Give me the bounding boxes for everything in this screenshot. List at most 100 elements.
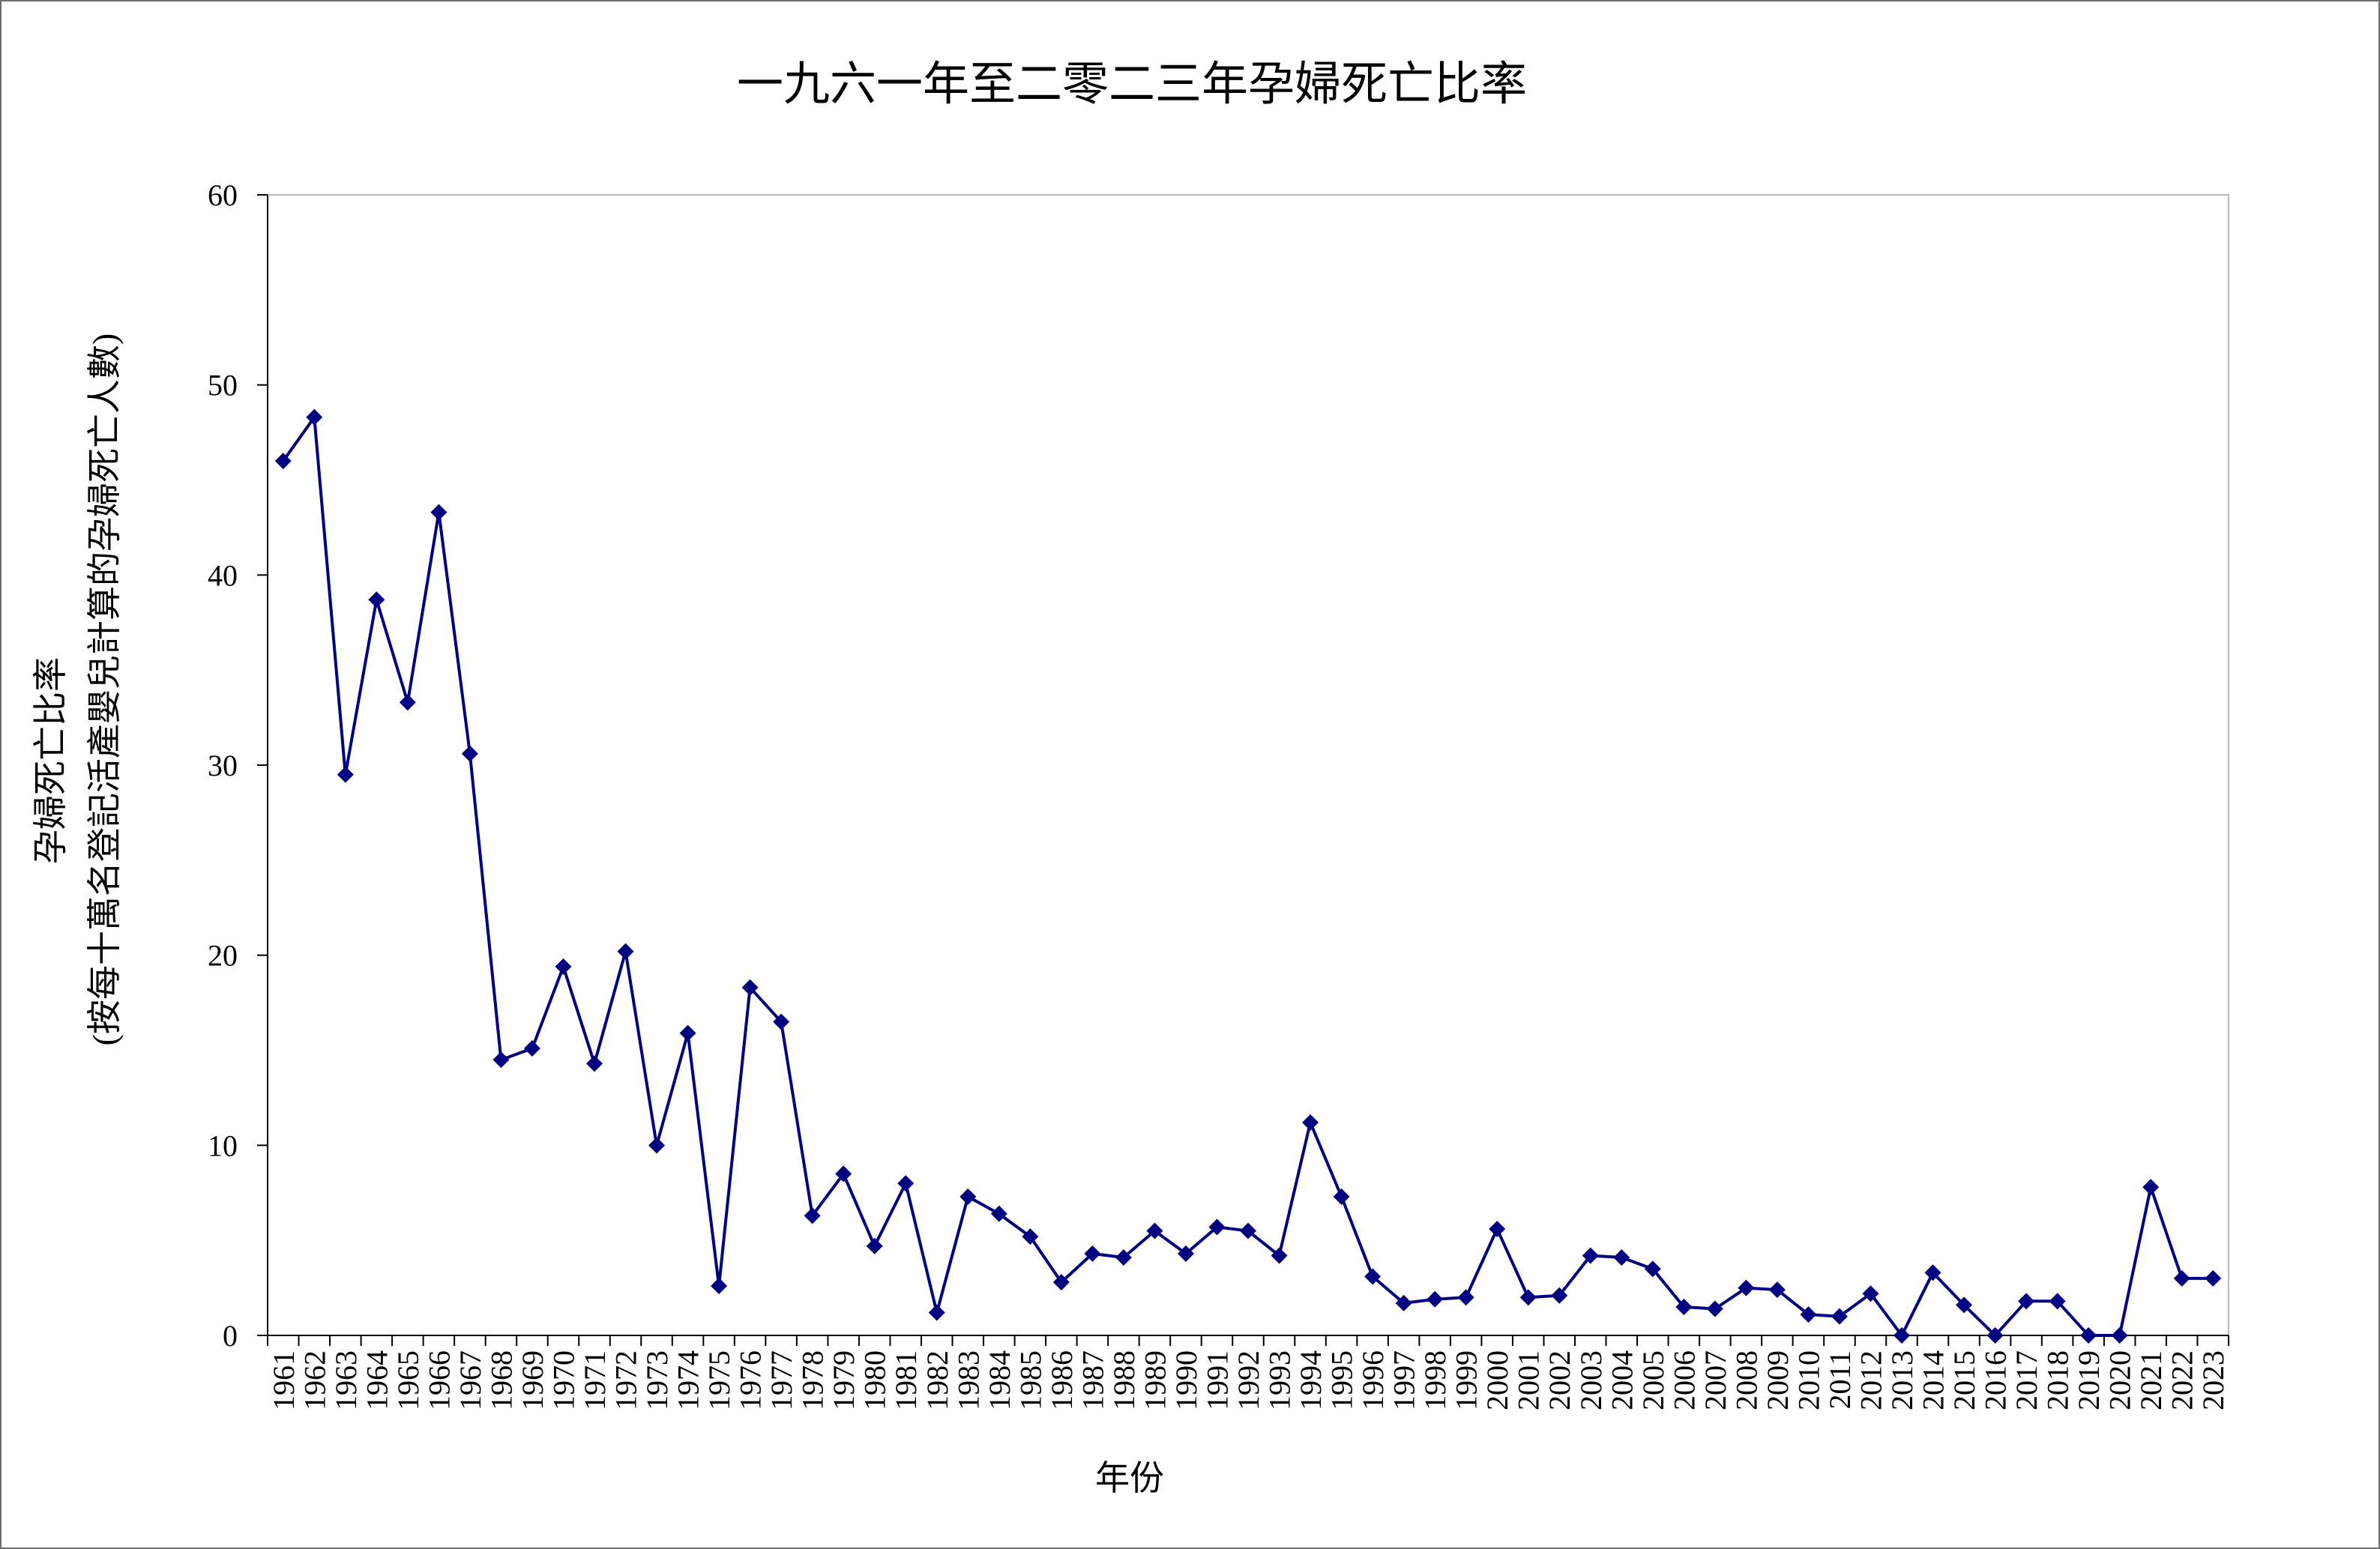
x-tick-label: 1961 <box>267 1350 301 1410</box>
x-tick-label: 2014 <box>1917 1350 1950 1410</box>
data-point <box>2205 1269 2222 1287</box>
data-point <box>1022 1228 1039 1245</box>
x-tick-label: 1974 <box>672 1350 705 1410</box>
x-tick-label: 2000 <box>1480 1350 1514 1410</box>
data-point <box>804 1207 821 1225</box>
y-tick-label: 60 <box>208 178 238 212</box>
x-tick-label: 1978 <box>796 1350 830 1410</box>
plot-border <box>267 194 2229 1336</box>
data-point <box>928 1304 945 1321</box>
y-tick-label: 30 <box>208 749 238 782</box>
x-tick-label: 1971 <box>578 1350 612 1410</box>
data-point <box>1333 1188 1350 1205</box>
x-tick-label: 2011 <box>1823 1350 1857 1410</box>
data-point <box>1800 1306 1817 1323</box>
data-point <box>679 1024 696 1042</box>
data-point <box>711 1278 728 1295</box>
data-point <box>1240 1222 1256 1239</box>
data-point <box>1675 1298 1693 1315</box>
x-tick-label: 1967 <box>454 1350 487 1410</box>
data-point <box>1457 1289 1474 1306</box>
data-point <box>2111 1327 2128 1344</box>
data-point <box>866 1237 883 1254</box>
data-point <box>1271 1247 1288 1264</box>
x-tick-label: 1993 <box>1263 1350 1297 1410</box>
x-tick-label: 1965 <box>391 1350 425 1410</box>
data-point <box>1924 1264 1941 1281</box>
data-point <box>523 1039 540 1057</box>
x-tick-label: 1979 <box>827 1350 861 1410</box>
data-point <box>2080 1327 2097 1344</box>
x-tick-label: 1992 <box>1232 1350 1265 1410</box>
data-point <box>2049 1293 2066 1310</box>
data-point <box>1177 1245 1194 1262</box>
x-tick-label: 2023 <box>2196 1350 2230 1410</box>
y-tick-label: 10 <box>208 1129 238 1162</box>
x-tick-label: 2007 <box>1699 1350 1732 1410</box>
data-point <box>1519 1289 1537 1306</box>
data-point <box>337 766 354 783</box>
data-point <box>1146 1222 1163 1239</box>
data-point <box>368 591 385 609</box>
data-point <box>1862 1285 1879 1302</box>
x-tick-label: 1986 <box>1045 1350 1079 1410</box>
x-tick-label: 1997 <box>1388 1350 1421 1410</box>
data-point <box>555 958 572 975</box>
data-point <box>1582 1247 1599 1264</box>
y-tick-label: 50 <box>208 369 238 402</box>
data-point <box>1302 1114 1319 1131</box>
x-tick-label: 2004 <box>1605 1350 1639 1410</box>
data-point <box>274 453 292 470</box>
data-point <box>959 1188 977 1205</box>
plot-area: 0102030405060196119621963196419651966196… <box>208 178 2230 1410</box>
x-axis-title: 年份 <box>1095 1459 1164 1497</box>
data-point <box>617 943 634 960</box>
x-tick-label: 1991 <box>1200 1350 1234 1410</box>
x-tick-label: 1973 <box>640 1350 674 1410</box>
x-tick-label: 2019 <box>2072 1350 2106 1410</box>
x-tick-label: 2015 <box>1947 1350 1981 1410</box>
x-tick-label: 1964 <box>360 1350 394 1410</box>
x-tick-label: 1988 <box>1107 1350 1141 1410</box>
data-point <box>1052 1273 1070 1290</box>
x-tick-label: 1995 <box>1325 1350 1359 1410</box>
data-point <box>1831 1308 1848 1325</box>
data-point <box>399 694 416 711</box>
x-tick-label: 2012 <box>1854 1350 1888 1410</box>
x-tick-label: 2016 <box>1979 1350 2013 1410</box>
x-tick-label: 1990 <box>1169 1350 1203 1410</box>
x-tick-label: 1996 <box>1356 1350 1390 1410</box>
x-tick-label: 2022 <box>2166 1350 2199 1410</box>
data-point <box>741 979 759 996</box>
y-tick-label: 0 <box>223 1319 238 1353</box>
x-tick-label: 2020 <box>2103 1350 2137 1410</box>
data-point <box>1427 1290 1444 1308</box>
data-point <box>306 408 323 426</box>
data-point <box>430 504 448 521</box>
data-point <box>461 745 478 762</box>
data-point <box>1706 1300 1723 1317</box>
x-tick-label: 1962 <box>298 1350 331 1410</box>
data-point <box>1551 1287 1568 1304</box>
x-tick-label: 2021 <box>2134 1350 2168 1410</box>
data-point <box>1395 1294 1412 1311</box>
data-point <box>1115 1248 1132 1266</box>
x-tick-label: 2005 <box>1636 1350 1670 1410</box>
x-tick-label: 1983 <box>951 1350 985 1410</box>
x-tick-label: 1985 <box>1013 1350 1047 1410</box>
x-tick-label: 1999 <box>1450 1350 1483 1410</box>
data-point <box>1613 1248 1630 1266</box>
x-tick-label: 1980 <box>858 1350 892 1410</box>
data-point <box>1364 1268 1382 1285</box>
x-tick-label: 1987 <box>1076 1350 1109 1410</box>
x-tick-label: 1981 <box>889 1350 923 1410</box>
x-tick-label: 2008 <box>1729 1350 1763 1410</box>
x-tick-label: 1975 <box>702 1350 736 1410</box>
data-point <box>1489 1220 1506 1237</box>
data-point <box>2142 1179 2160 1196</box>
data-point <box>586 1055 603 1072</box>
data-point <box>492 1051 510 1069</box>
x-tick-label: 1984 <box>983 1350 1016 1410</box>
